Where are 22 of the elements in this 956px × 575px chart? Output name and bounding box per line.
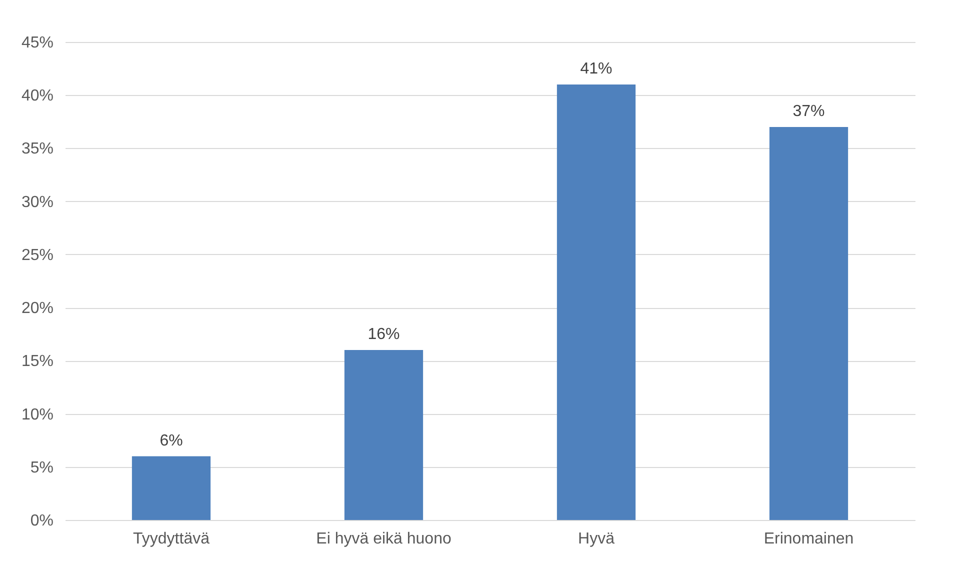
y-tick-label: 25% [21,246,54,264]
x-tick-label: Tyydyttävä [133,530,210,548]
y-tick-label: 5% [30,459,54,476]
y-tick-label: 15% [21,353,54,370]
bar [769,126,848,520]
data-label: 16% [368,326,400,344]
x-tick-label: Erinomainen [764,530,854,548]
data-label: 37% [792,102,825,120]
x-tick-label: Ei hyvä eikä huono [316,530,452,548]
bar [132,456,211,520]
x-tick-label: Hyvä [578,530,615,548]
y-tick-label: 30% [21,194,54,211]
data-label: 41% [580,60,612,78]
y-tick-label: 0% [30,512,54,530]
y-tick-label: 35% [21,140,54,158]
bar [556,84,636,520]
bar [344,350,424,520]
y-tick-label: 20% [21,300,54,318]
y-tick-label: 40% [21,88,54,105]
data-label: 6% [160,432,183,450]
y-tick-label: 10% [21,406,54,424]
y-tick-label: 45% [21,34,54,52]
